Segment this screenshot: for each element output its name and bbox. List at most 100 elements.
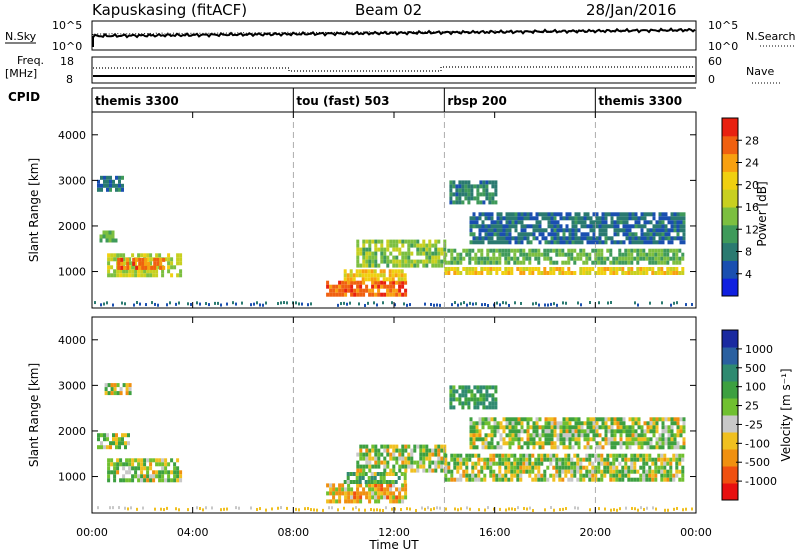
velocity-cell	[125, 462, 129, 467]
velocity-cell	[104, 387, 108, 392]
velocity-cell	[673, 417, 677, 422]
velocity-cell	[475, 429, 479, 434]
power-cell	[379, 269, 383, 274]
velocity-cell	[562, 433, 566, 438]
power-cell	[604, 224, 608, 229]
velocity-cell	[474, 465, 478, 470]
velocity-cell	[640, 445, 644, 450]
velocity-cell	[487, 417, 491, 422]
velocity-cell	[437, 452, 441, 457]
power-cell	[407, 259, 411, 264]
velocity-cell	[467, 385, 471, 390]
velocity-cell	[389, 452, 393, 457]
velocity-cell	[508, 425, 512, 430]
power-cell	[475, 224, 479, 229]
power-cell	[670, 240, 674, 245]
velocity-cell	[528, 465, 532, 470]
velocity-cell	[479, 389, 483, 394]
velocity-cell	[495, 461, 499, 466]
power-cell	[476, 188, 480, 193]
power-cell	[571, 240, 575, 245]
power-cell	[550, 228, 554, 233]
power-cell	[508, 216, 512, 221]
power-cell	[487, 212, 491, 217]
power-cell	[150, 265, 154, 270]
power-cell	[337, 303, 339, 307]
power-cell	[511, 220, 515, 225]
power-cell	[383, 284, 387, 289]
power-cell	[678, 271, 682, 275]
velocity-cell	[362, 444, 366, 449]
power-cell	[444, 252, 448, 257]
power-cell	[616, 216, 620, 221]
velocity-cell	[377, 464, 381, 469]
velocity-cell	[347, 499, 351, 504]
power-cell	[648, 248, 652, 253]
power-cell	[170, 261, 174, 266]
velocity-cell	[624, 473, 628, 478]
velocity-cell	[549, 461, 553, 466]
velocity-cell	[478, 433, 482, 438]
power-cell	[404, 280, 408, 285]
power-cell	[368, 247, 372, 252]
velocity-cell	[176, 478, 180, 483]
power-cell	[532, 236, 536, 241]
velocity-cell	[489, 473, 493, 478]
velocity-cell	[552, 465, 556, 470]
velocity-cell	[547, 421, 551, 426]
power-cell	[553, 212, 557, 217]
velocity-cell	[374, 487, 378, 492]
velocity-cell	[493, 421, 497, 426]
velocity-cell	[673, 441, 677, 446]
velocity-cell	[449, 389, 453, 394]
velocity-cell	[663, 457, 667, 462]
power-cell	[619, 216, 623, 221]
power-cell	[651, 248, 655, 253]
power-cell	[616, 224, 620, 229]
velocity-cell	[552, 453, 556, 458]
power-cell	[550, 232, 554, 237]
power-cell	[456, 267, 460, 271]
velocity-cell	[655, 417, 659, 422]
velocity-cell	[452, 397, 456, 402]
velocity-cell	[155, 474, 159, 479]
velocity-cell	[250, 506, 252, 510]
velocity-cell	[669, 469, 673, 474]
velocity-cell	[595, 441, 599, 446]
velocity-cell	[631, 437, 635, 442]
velocity-cell	[522, 453, 526, 458]
velocity-cell	[502, 425, 506, 430]
velocity-cell	[469, 421, 473, 426]
power-cell	[522, 248, 526, 253]
velocity-cell	[541, 441, 545, 446]
power-cell	[395, 239, 399, 244]
velocity-cell	[642, 477, 646, 482]
velocity-cell	[597, 461, 601, 466]
velocity-cell	[487, 441, 491, 446]
velocity-cell	[564, 465, 568, 470]
velocity-cell	[422, 444, 426, 449]
velocity-cell	[634, 441, 638, 446]
velocity-cell	[365, 464, 369, 469]
velocity-cell	[329, 491, 333, 496]
velocity-cell	[382, 472, 386, 476]
power-cell	[422, 263, 426, 268]
power-cell	[149, 261, 153, 266]
velocity-cell	[619, 429, 623, 434]
power-cell	[613, 212, 617, 217]
velocity-cell	[343, 480, 347, 484]
power-cell	[682, 228, 686, 233]
velocity-cell	[628, 437, 632, 442]
velocity-cell	[630, 477, 634, 482]
velocity-cell	[473, 405, 477, 410]
velocity-cell	[586, 437, 590, 442]
velocity-cell	[337, 508, 339, 512]
velocity-cell	[137, 466, 141, 471]
velocity-cell	[675, 457, 679, 462]
power-cell	[634, 301, 636, 305]
power-cell	[398, 284, 402, 289]
power-cell	[586, 236, 590, 241]
velocity-cell	[485, 385, 489, 390]
velocity-cell	[481, 437, 485, 442]
velocity-cell	[437, 456, 441, 461]
